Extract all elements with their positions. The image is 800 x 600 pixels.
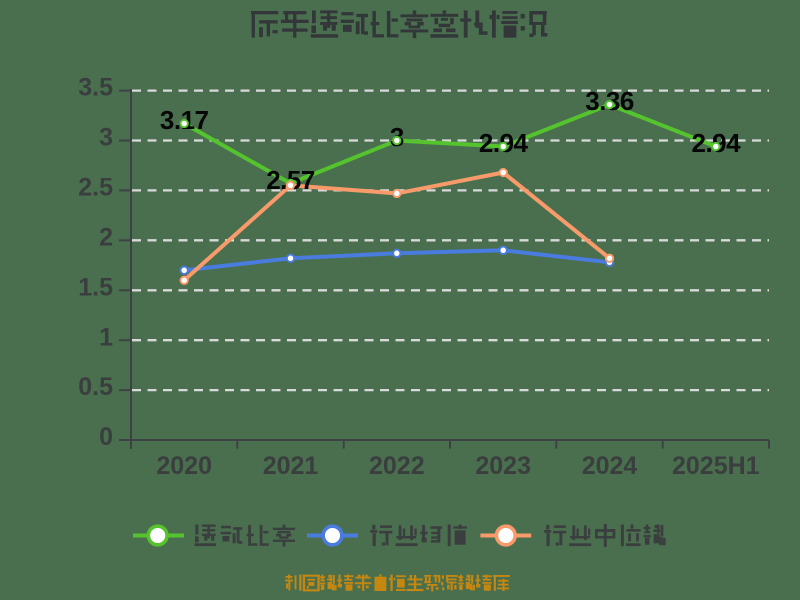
svg-text:2022: 2022: [369, 452, 425, 480]
svg-text:1.5: 1.5: [78, 273, 113, 301]
svg-text:0.5: 0.5: [78, 373, 113, 401]
svg-text:2024: 2024: [582, 452, 638, 480]
svg-text:1: 1: [99, 323, 113, 351]
svg-text:2025H1: 2025H1: [672, 452, 760, 480]
svg-text:2: 2: [99, 223, 113, 251]
svg-text:0: 0: [99, 423, 113, 451]
svg-text:2021: 2021: [263, 452, 319, 480]
svg-text:2023: 2023: [475, 452, 531, 480]
svg-text:2.5: 2.5: [78, 174, 113, 202]
svg-text:2020: 2020: [156, 452, 212, 480]
svg-text:3: 3: [99, 124, 113, 152]
svg-text:3.5: 3.5: [78, 74, 113, 102]
